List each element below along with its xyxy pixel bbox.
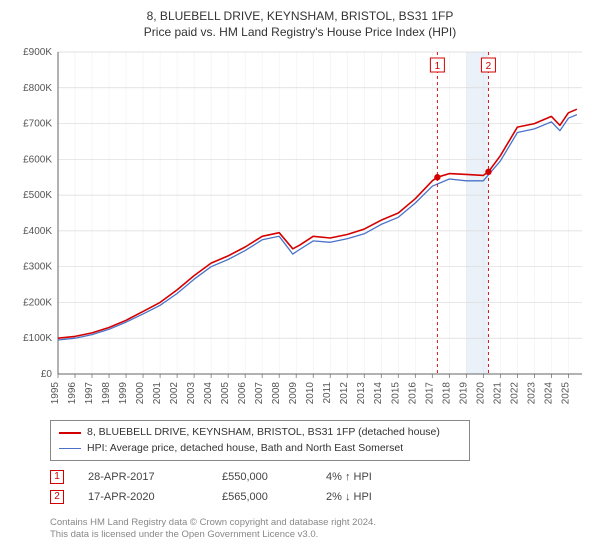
svg-text:2005: 2005 xyxy=(220,382,231,405)
svg-text:1998: 1998 xyxy=(101,382,112,405)
svg-text:2: 2 xyxy=(486,61,492,72)
svg-text:2014: 2014 xyxy=(373,382,384,405)
svg-text:2012: 2012 xyxy=(339,382,350,405)
svg-text:£600K: £600K xyxy=(23,155,52,166)
svg-text:£0: £0 xyxy=(41,369,53,380)
svg-text:2007: 2007 xyxy=(254,382,265,405)
legend: 8, BLUEBELL DRIVE, KEYNSHAM, BRISTOL, BS… xyxy=(50,420,470,460)
svg-text:2006: 2006 xyxy=(237,382,248,405)
price-chart: £0 £100K £200K £300K £400K £500K £600K £700K £80… xyxy=(12,44,588,414)
legend-item-price-paid: 8, BLUEBELL DRIVE, KEYNSHAM, BRISTOL, BS… xyxy=(59,425,461,440)
svg-text:2024: 2024 xyxy=(543,382,554,405)
svg-text:2015: 2015 xyxy=(390,382,401,405)
sale-row-1: 1 28-APR-2017 £550,000 4% ↑ HPI xyxy=(50,467,588,487)
svg-text:1999: 1999 xyxy=(118,382,129,405)
sale-delta-2: 2% ↓ HPI xyxy=(326,491,416,503)
sale-delta-1: 4% ↑ HPI xyxy=(326,471,416,483)
legend-label-hpi: HPI: Average price, detached house, Bath… xyxy=(87,441,403,456)
footer-line-1: Contains HM Land Registry data © Crown c… xyxy=(50,517,588,529)
svg-text:2001: 2001 xyxy=(152,382,163,405)
svg-text:2013: 2013 xyxy=(356,382,367,405)
svg-text:2002: 2002 xyxy=(169,382,180,405)
svg-text:2023: 2023 xyxy=(526,382,537,405)
svg-text:£200K: £200K xyxy=(23,298,52,309)
sale-price-1: £550,000 xyxy=(222,471,302,483)
svg-text:£100K: £100K xyxy=(23,334,52,345)
svg-text:2008: 2008 xyxy=(271,382,282,405)
chart-container: 8, BLUEBELL DRIVE, KEYNSHAM, BRISTOL, BS… xyxy=(0,0,600,560)
svg-text:1996: 1996 xyxy=(67,382,78,405)
svg-text:£700K: £700K xyxy=(23,119,52,130)
svg-text:2009: 2009 xyxy=(288,382,299,405)
title-line-1: 8, BLUEBELL DRIVE, KEYNSHAM, BRISTOL, BS… xyxy=(12,8,588,24)
sale-date-1: 28-APR-2017 xyxy=(88,471,198,483)
footer-line-2: This data is licensed under the Open Gov… xyxy=(50,529,588,541)
title-line-2: Price paid vs. HM Land Registry's House … xyxy=(12,24,588,40)
svg-text:2017: 2017 xyxy=(424,382,435,405)
svg-text:1: 1 xyxy=(435,61,441,72)
svg-text:1995: 1995 xyxy=(50,382,61,405)
sale-marker-2: 2 xyxy=(50,490,64,504)
svg-text:1997: 1997 xyxy=(84,382,95,405)
svg-text:2025: 2025 xyxy=(560,382,571,405)
sale-marker-1: 1 xyxy=(50,470,64,484)
svg-text:£800K: £800K xyxy=(23,83,52,94)
svg-text:£400K: £400K xyxy=(23,226,52,237)
svg-text:2020: 2020 xyxy=(475,382,486,405)
svg-text:2016: 2016 xyxy=(407,382,418,405)
sale-row-2: 2 17-APR-2020 £565,000 2% ↓ HPI xyxy=(50,487,588,507)
legend-swatch-price-paid xyxy=(59,432,81,434)
svg-text:2003: 2003 xyxy=(186,382,197,405)
svg-text:2021: 2021 xyxy=(492,382,503,405)
svg-text:2019: 2019 xyxy=(458,382,469,405)
svg-text:2000: 2000 xyxy=(135,382,146,405)
sale-price-2: £565,000 xyxy=(222,491,302,503)
svg-text:£500K: £500K xyxy=(23,190,52,201)
chart-svg: £0 £100K £200K £300K £400K £500K £600K £700K £80… xyxy=(12,44,588,414)
chart-title: 8, BLUEBELL DRIVE, KEYNSHAM, BRISTOL, BS… xyxy=(12,8,588,40)
legend-swatch-hpi xyxy=(59,448,81,449)
footer: Contains HM Land Registry data © Crown c… xyxy=(50,517,588,542)
svg-text:2018: 2018 xyxy=(441,382,452,405)
svg-text:2004: 2004 xyxy=(203,382,214,405)
legend-item-hpi: HPI: Average price, detached house, Bath… xyxy=(59,441,461,456)
svg-text:£900K: £900K xyxy=(23,47,52,58)
svg-text:£300K: £300K xyxy=(23,262,52,273)
svg-text:2022: 2022 xyxy=(509,382,520,405)
svg-text:2010: 2010 xyxy=(305,382,316,405)
svg-text:2011: 2011 xyxy=(322,382,333,404)
sale-date-2: 17-APR-2020 xyxy=(88,491,198,503)
sales-table: 1 28-APR-2017 £550,000 4% ↑ HPI 2 17-APR… xyxy=(50,467,588,507)
legend-label-price-paid: 8, BLUEBELL DRIVE, KEYNSHAM, BRISTOL, BS… xyxy=(87,425,440,440)
